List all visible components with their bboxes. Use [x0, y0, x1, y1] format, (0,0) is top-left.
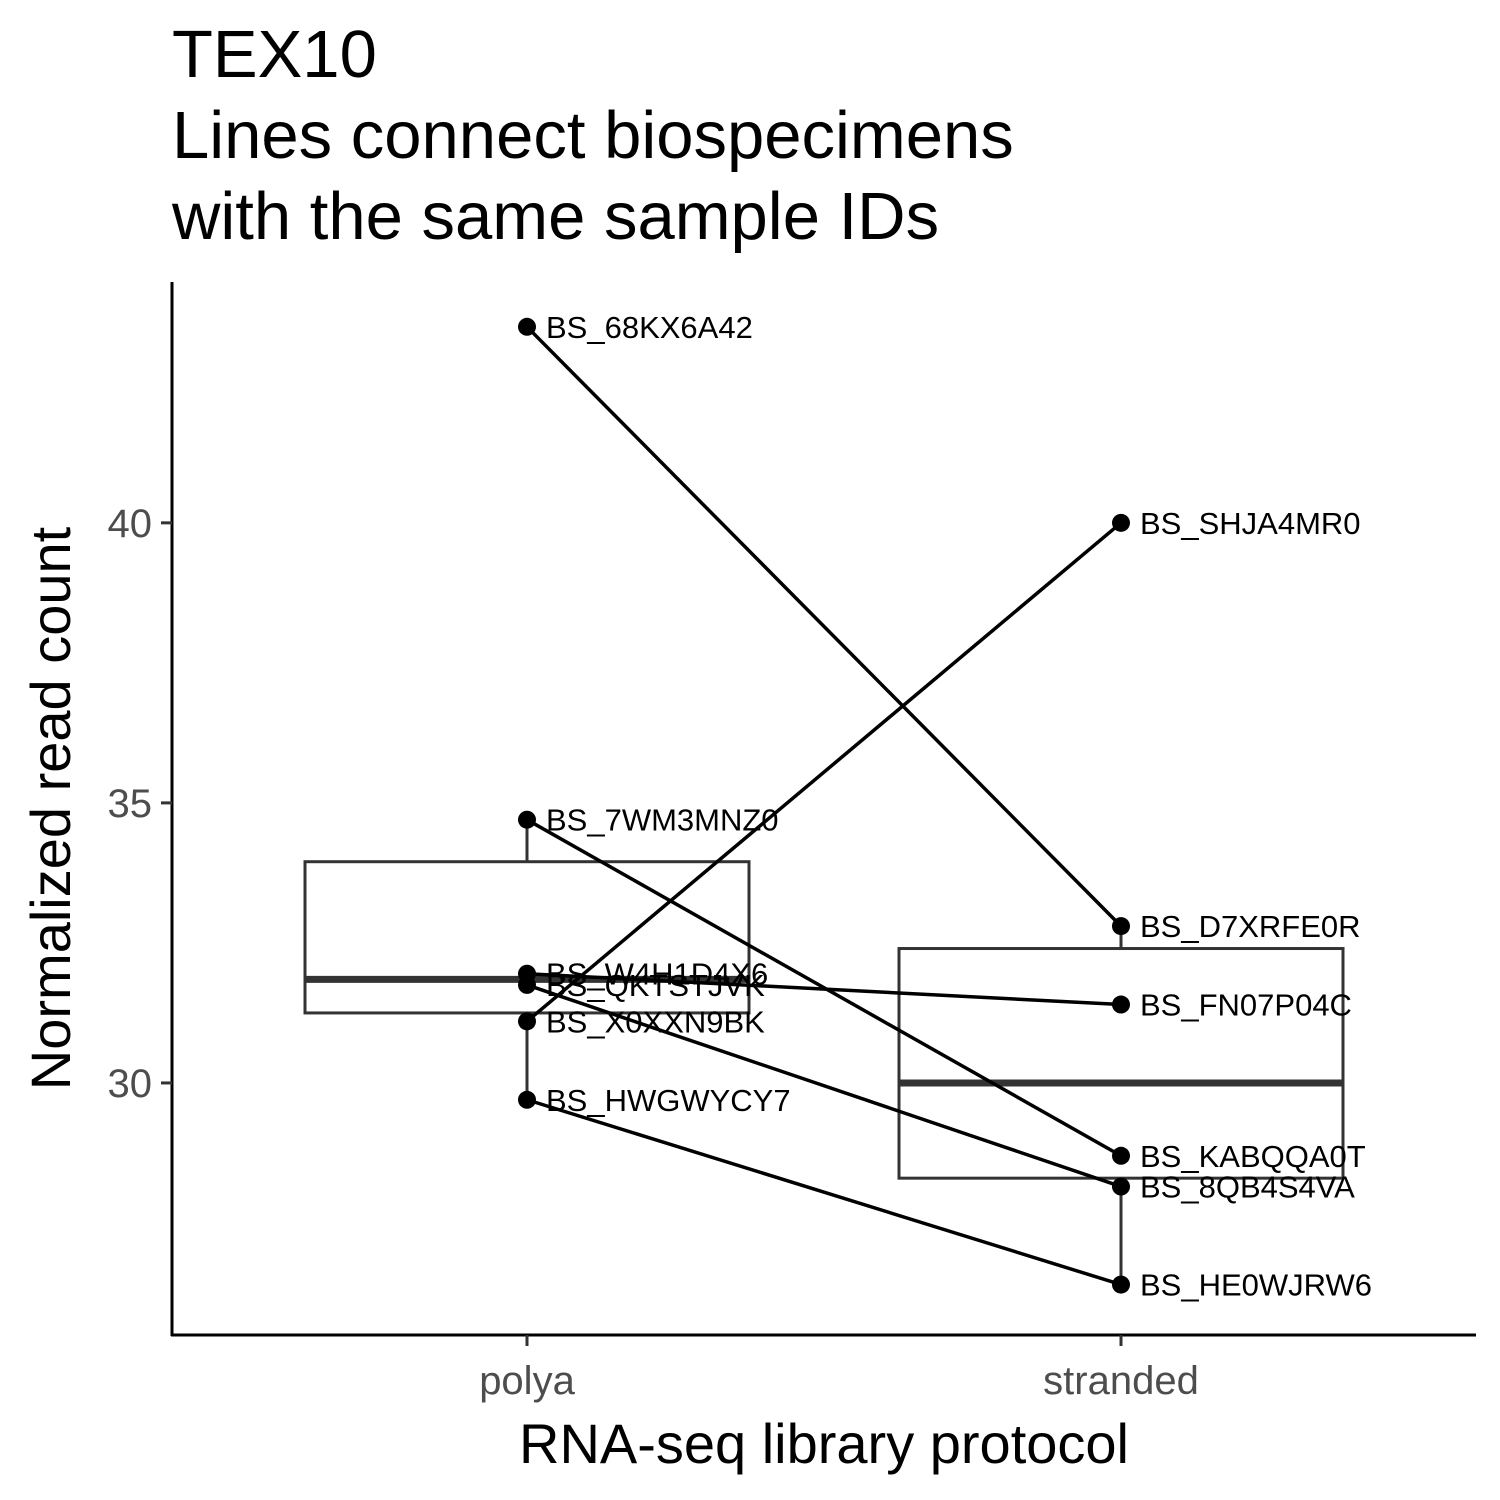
- point-label-BS_QKTSTJVK: BS_QKTSTJVK: [546, 968, 765, 1003]
- point-label-BS_7WM3MNZ0: BS_7WM3MNZ0: [546, 803, 779, 838]
- point-BS_KABQQA0T: [1112, 1146, 1130, 1165]
- connection-lines-layer: [525, 325, 1123, 1287]
- point-BS_FN07P04C: [1112, 995, 1130, 1014]
- points-layer: [518, 317, 1130, 1294]
- chart-subtitle-line-2: with the same sample IDs: [172, 179, 940, 254]
- chart-title-block: TEX10 Lines connect biospecimens with th…: [172, 14, 1014, 257]
- point-label-BS_D7XRFE0R: BS_D7XRFE0R: [1140, 909, 1361, 944]
- y-tick-label-40: 40: [108, 502, 153, 546]
- point-BS_D7XRFE0R: [1112, 917, 1130, 936]
- point-label-BS_SHJA4MR0: BS_SHJA4MR0: [1140, 506, 1361, 541]
- connection-line-BS_HWGWYCY7-BS_HE0WJRW6: [526, 1098, 1122, 1287]
- boxes-layer: [303, 819, 1345, 1279]
- point-BS_HE0WJRW6: [1112, 1275, 1130, 1294]
- x-tick-label-stranded: stranded: [1043, 1359, 1199, 1403]
- axes-layer: 30 35 40 polya stranded RNA-seq library proto…: [19, 282, 1476, 1475]
- point-label-BS_W4H1D4X6: BS_W4H1D4X6: [546, 957, 768, 992]
- point-label-BS_KABQQA0T: BS_KABQQA0T: [1140, 1139, 1366, 1174]
- point-labels-layer: BS_68KX6A42 BS_7WM3MNZ0 BS_W4H1D4X6BS_QKTS…: [546, 310, 1372, 1303]
- point-BS_8QB4S4VA: [1112, 1177, 1130, 1196]
- x-axis-title: RNA-seq library protocol: [519, 1412, 1129, 1475]
- point-BS_7WM3MNZ0: [518, 810, 536, 829]
- point-label-BS_8QB4S4VA: BS_8QB4S4VA: [1140, 1170, 1355, 1205]
- point-BS_SHJA4MR0: [1112, 513, 1130, 532]
- point-BS_68KX6A42: [518, 317, 536, 336]
- connection-line-BS_68KX6A42-BS_D7XRFE0R: [525, 325, 1123, 928]
- point-label-BS_HWGWYCY7: BS_HWGWYCY7: [546, 1083, 791, 1118]
- point-label-BS_68KX6A42: BS_68KX6A42: [546, 310, 753, 345]
- chart-title: TEX10: [172, 17, 377, 92]
- y-tick-label-35: 35: [108, 782, 153, 826]
- connection-line-BS_X0XXN9BK-BS_SHJA4MR0: [525, 521, 1123, 1023]
- connection-line-BS_W4H1D4X6-BS_FN07P04C: [526, 971, 1122, 1007]
- point-BS_X0XXN9BK: [518, 1012, 536, 1031]
- point-BS_QKTSTJVK: [518, 975, 536, 994]
- y-tick-label-30: 30: [108, 1062, 153, 1106]
- y-axis-title: Normalized read count: [19, 526, 82, 1090]
- chart-subtitle-line-1: Lines connect biospecimens: [172, 98, 1014, 173]
- point-label-BS_X0XXN9BK: BS_X0XXN9BK: [546, 1004, 765, 1039]
- connection-line-BS_QKTSTJVK-BS_8QB4S4VA: [526, 983, 1122, 1189]
- point-label-BS_HE0WJRW6: BS_HE0WJRW6: [1140, 1268, 1372, 1303]
- point-label-BS_FN07P04C: BS_FN07P04C: [1140, 988, 1352, 1023]
- point-BS_HWGWYCY7: [518, 1090, 536, 1109]
- x-tick-label-polya: polya: [479, 1359, 575, 1403]
